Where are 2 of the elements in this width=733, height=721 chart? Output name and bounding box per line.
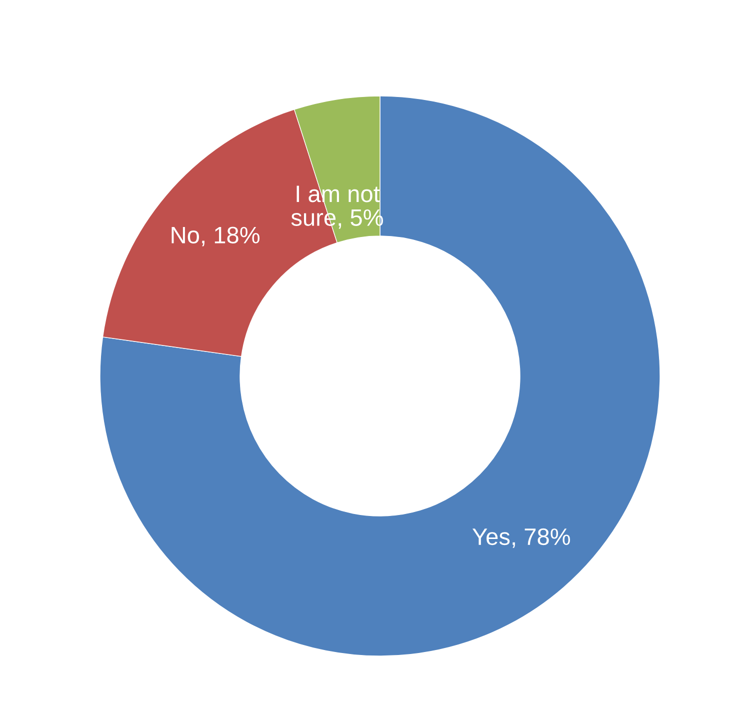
slice-label: No, 18% (172, 226, 260, 246)
slice-label: Yes, 78% (472, 528, 570, 548)
